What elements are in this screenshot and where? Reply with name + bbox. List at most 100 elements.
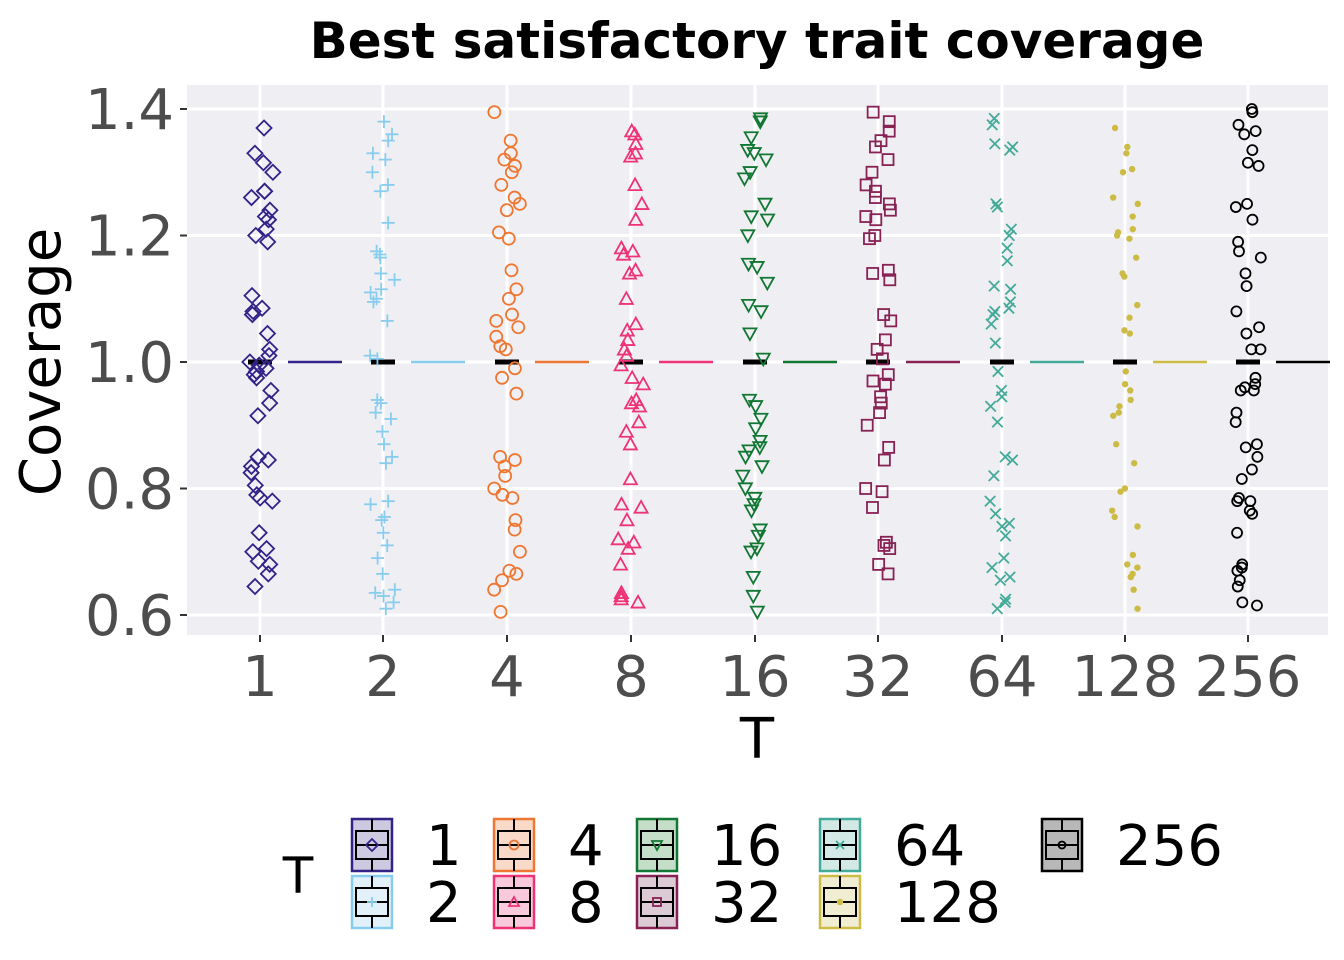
data-point-4: [487, 582, 502, 597]
data-point-8: [613, 590, 630, 606]
data-point-4: [493, 604, 508, 619]
data-point-16: [748, 542, 766, 557]
data-point-8: [612, 556, 629, 571]
data-point-256: [1239, 441, 1252, 454]
data-point-8: [633, 499, 650, 514]
data-point-64: [1004, 283, 1017, 296]
data-point-256: [1235, 473, 1248, 485]
data-point-2: [377, 115, 391, 129]
data-point-2: [381, 216, 395, 230]
legend-marker-128: [836, 898, 844, 906]
data-point-32: [859, 482, 873, 495]
data-point-64: [988, 470, 1000, 482]
data-point-2: [380, 314, 394, 328]
data-point-256: [1254, 251, 1267, 264]
x-tick-label: 2: [365, 645, 401, 710]
data-point-8: [627, 211, 644, 226]
data-point-2: [377, 510, 391, 524]
data-points: [241, 103, 1267, 621]
legend-label: 64: [894, 814, 965, 879]
data-point-64: [994, 574, 1007, 587]
data-point-16: [753, 305, 770, 320]
data-point-4: [513, 544, 527, 559]
legend-item-2: 2: [350, 871, 462, 936]
data-point-8: [613, 495, 630, 511]
data-point-4: [498, 468, 513, 483]
legend-item-256: 256: [1040, 814, 1223, 879]
data-point-4: [495, 370, 509, 385]
data-point-256: [1234, 384, 1247, 397]
data-point-32: [881, 567, 895, 581]
data-point-4: [508, 361, 522, 376]
data-point-4: [495, 573, 509, 588]
data-point-128: [1121, 273, 1128, 280]
chart-title: Best satisfactory trait coverage: [310, 12, 1205, 70]
data-point-64: [991, 201, 1004, 213]
x-tick-label: 1: [242, 645, 278, 710]
x-axis-title: T: [739, 707, 775, 772]
data-point-2: [388, 273, 402, 287]
data-point-128: [1121, 380, 1129, 388]
data-point-64: [986, 118, 999, 131]
data-point-16: [743, 210, 760, 225]
data-point-16: [753, 460, 771, 475]
data-point-2: [376, 526, 390, 540]
data-point-8: [615, 246, 632, 261]
data-point-1: [246, 144, 264, 163]
data-point-256: [1251, 450, 1264, 463]
data-point-1: [247, 369, 266, 387]
x-tick-label: 128: [1072, 645, 1179, 710]
data-point-128: [1134, 564, 1141, 571]
data-point-64: [1003, 229, 1016, 242]
data-point-128: [1113, 232, 1121, 239]
data-point-16: [743, 131, 760, 146]
data-point-1: [247, 226, 265, 245]
data-point-4: [509, 566, 524, 581]
data-point-2: [378, 153, 392, 167]
data-point-16: [749, 605, 766, 621]
data-point-64: [991, 416, 1004, 428]
data-point-2: [381, 494, 395, 508]
x-tick-label: 256: [1195, 645, 1302, 710]
data-point-2: [374, 266, 388, 280]
data-point-256: [1240, 280, 1253, 293]
data-point-2: [381, 134, 395, 148]
data-point-4: [504, 165, 519, 180]
data-point-8: [618, 423, 635, 438]
data-point-16: [752, 115, 769, 131]
data-point-4: [497, 152, 512, 167]
data-point-64: [1003, 302, 1015, 315]
data-point-256: [1229, 201, 1242, 213]
data-point-256: [1241, 156, 1254, 169]
data-point-64: [985, 318, 998, 330]
data-point-256: [1249, 125, 1262, 138]
data-point-256: [1254, 343, 1267, 356]
data-point-1: [260, 555, 279, 574]
data-point-32: [866, 374, 880, 388]
data-point-128: [1127, 573, 1134, 581]
legend-label: 2: [426, 871, 462, 936]
data-point-2: [364, 285, 378, 299]
data-point-8: [633, 195, 650, 210]
data-point-128: [1121, 327, 1128, 334]
data-point-16: [747, 400, 764, 415]
data-point-16: [745, 589, 762, 605]
data-point-128: [1126, 330, 1134, 337]
data-point-2: [388, 583, 402, 597]
data-point-64: [989, 507, 1002, 520]
data-point-64: [1006, 454, 1019, 466]
data-point-64: [996, 390, 1008, 403]
data-point-4: [492, 225, 506, 240]
data-point-64: [996, 520, 1008, 533]
data-point-128: [1124, 143, 1131, 151]
data-point-1: [250, 524, 268, 542]
data-point-2: [370, 352, 384, 366]
data-point-8: [613, 356, 630, 372]
data-point-64: [1003, 144, 1016, 156]
data-point-1: [244, 302, 262, 321]
data-point-128: [1127, 396, 1134, 404]
data-point-64: [987, 308, 999, 321]
data-point-16: [745, 570, 762, 586]
data-point-16: [737, 450, 754, 466]
